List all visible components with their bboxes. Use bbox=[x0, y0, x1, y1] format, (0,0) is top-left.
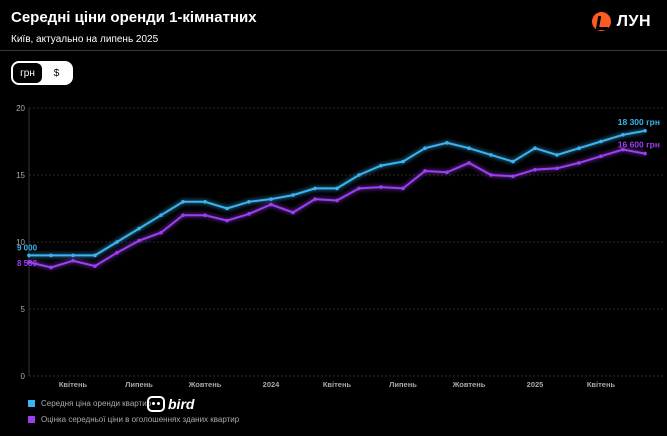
data-point bbox=[291, 193, 295, 197]
data-point bbox=[467, 161, 471, 165]
data-point bbox=[269, 202, 273, 207]
currency-option-usd[interactable]: $ bbox=[53, 67, 60, 79]
data-point bbox=[313, 197, 317, 201]
data-point bbox=[159, 213, 163, 217]
data-point bbox=[533, 167, 537, 172]
currency-option-uah[interactable]: грн bbox=[13, 63, 42, 83]
price-line-chart: 0 5 10 15 20 Квітень Липень Жовтень 2024 Квітень Л… bbox=[16, 104, 663, 389]
data-point bbox=[137, 226, 141, 231]
x-tick-label: Квітень bbox=[587, 380, 616, 389]
data-point bbox=[115, 240, 119, 244]
data-point bbox=[489, 173, 493, 177]
legend-item-series1[interactable]: Середня ціна оренди квартир bbox=[28, 397, 239, 409]
series-line-2 bbox=[28, 148, 646, 269]
data-point bbox=[49, 265, 53, 270]
data-point bbox=[401, 186, 405, 191]
y-tick-label: 15 bbox=[16, 171, 25, 180]
legend-label: Середня ціна оренди квартир bbox=[41, 398, 152, 408]
page-subtitle: Київ, актуально на липень 2025 bbox=[11, 34, 159, 45]
data-point bbox=[467, 146, 471, 150]
data-point bbox=[511, 159, 515, 164]
series-line-1 bbox=[29, 129, 646, 257]
data-point bbox=[621, 147, 625, 152]
data-point bbox=[445, 170, 449, 175]
data-point bbox=[577, 146, 581, 150]
data-point bbox=[489, 153, 493, 157]
data-point bbox=[313, 186, 317, 191]
data-point bbox=[93, 264, 97, 268]
data-point bbox=[445, 141, 449, 145]
legend-label: Оцінка середньої ціни в оголошеннях здан… bbox=[41, 414, 240, 424]
data-point bbox=[533, 146, 537, 150]
lun-logo-text: ЛУН bbox=[616, 12, 651, 30]
data-point bbox=[203, 200, 207, 204]
data-point bbox=[181, 200, 185, 204]
data-point bbox=[357, 173, 361, 177]
data-point bbox=[599, 154, 603, 159]
data-point bbox=[137, 238, 141, 243]
chart-legend: Середня ціна оренди квартир Оцінка серед… bbox=[28, 397, 239, 425]
data-point bbox=[335, 186, 339, 191]
data-point bbox=[27, 253, 31, 258]
x-tick-label: Липень bbox=[125, 380, 153, 389]
data-point bbox=[379, 185, 383, 189]
y-tick-label: 10 bbox=[16, 238, 25, 247]
data-point bbox=[643, 128, 647, 133]
data-point bbox=[27, 260, 31, 264]
data-point bbox=[225, 218, 229, 223]
data-point bbox=[71, 258, 75, 263]
y-tick-label: 20 bbox=[16, 104, 25, 113]
legend-swatch bbox=[28, 415, 35, 423]
series-end-label: 18 300 грн bbox=[618, 117, 660, 127]
x-tick-label: Квітень bbox=[59, 380, 88, 389]
x-tick-label: Жовтень bbox=[452, 380, 486, 389]
data-point bbox=[423, 146, 427, 150]
x-tick-label: Липень bbox=[389, 380, 417, 389]
series-end-label: 16 600 грн bbox=[618, 140, 660, 150]
data-point bbox=[643, 151, 647, 156]
data-point bbox=[269, 197, 273, 201]
data-point bbox=[159, 230, 163, 235]
data-point bbox=[511, 174, 515, 179]
data-point bbox=[225, 206, 229, 211]
data-point bbox=[599, 139, 603, 144]
data-point bbox=[577, 161, 581, 165]
data-point bbox=[555, 166, 559, 171]
series-start-label: 8 500 bbox=[17, 259, 38, 268]
data-point bbox=[115, 250, 119, 255]
header-divider bbox=[0, 50, 667, 51]
x-tick-label: Жовтень bbox=[188, 380, 222, 389]
series-start-label: 9 000 bbox=[17, 243, 38, 252]
data-point bbox=[335, 198, 339, 203]
data-point bbox=[71, 253, 75, 258]
data-point bbox=[291, 210, 295, 215]
data-point bbox=[423, 169, 427, 173]
y-tick-label: 5 bbox=[21, 305, 26, 314]
data-point bbox=[247, 212, 251, 216]
lun-logo[interactable]: ЛУН bbox=[591, 12, 651, 31]
x-tick-label: Квітень bbox=[323, 380, 352, 389]
page-title: Середні ціни оренди 1-кімнатних bbox=[11, 9, 257, 26]
x-tick-label: 2024 bbox=[263, 380, 281, 389]
data-point bbox=[181, 213, 185, 217]
data-point bbox=[247, 200, 251, 204]
bird-logo-text: bird bbox=[168, 396, 195, 412]
bird-logo[interactable]: bird bbox=[147, 396, 194, 412]
data-point bbox=[401, 159, 405, 164]
header: Середні ціни оренди 1-кімнатних Київ, ак… bbox=[11, 9, 257, 45]
currency-toggle[interactable]: грн $ bbox=[11, 61, 73, 85]
data-point bbox=[621, 133, 625, 137]
data-point bbox=[555, 153, 559, 157]
data-point bbox=[357, 186, 361, 191]
data-point bbox=[93, 253, 97, 258]
bird-logo-icon bbox=[147, 396, 165, 412]
data-point bbox=[49, 253, 53, 258]
data-point bbox=[379, 163, 383, 168]
legend-swatch bbox=[28, 399, 35, 407]
lun-logo-icon bbox=[591, 12, 611, 31]
y-tick-label: 0 bbox=[21, 372, 26, 381]
data-point bbox=[203, 213, 207, 217]
legend-item-series2[interactable]: Оцінка середньої ціни в оголошеннях здан… bbox=[28, 413, 239, 425]
x-tick-label: 2025 bbox=[527, 380, 544, 389]
